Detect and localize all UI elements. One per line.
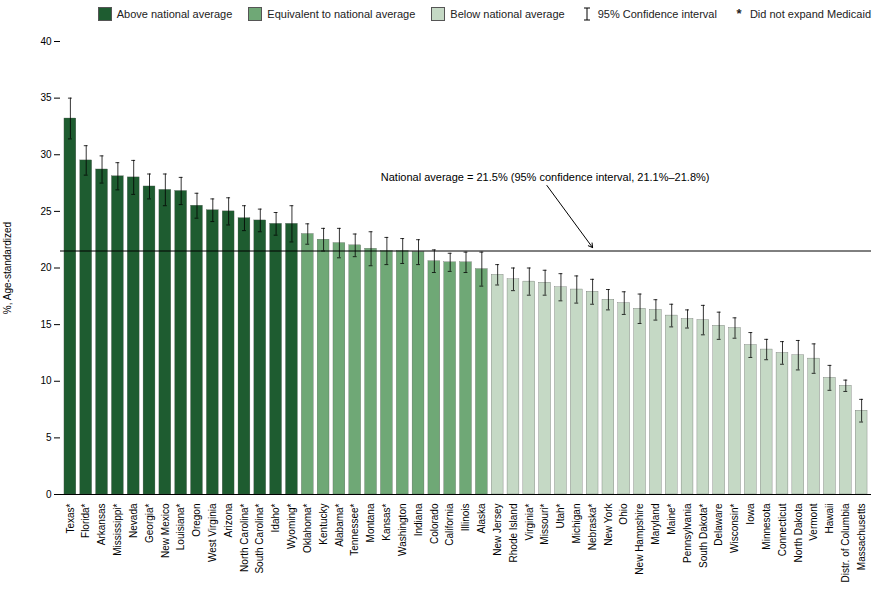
svg-text:New Jersey: New Jersey — [492, 504, 503, 556]
svg-text:Georgia*: Georgia* — [144, 503, 155, 543]
svg-text:North Carolina*: North Carolina* — [239, 503, 250, 571]
svg-text:Washington: Washington — [397, 504, 408, 556]
svg-text:Oregon: Oregon — [191, 504, 202, 537]
svg-text:0: 0 — [46, 489, 52, 500]
svg-text:Ohio: Ohio — [618, 503, 629, 525]
html-text:Below national average: Below national average — [450, 7, 565, 20]
svg-text:Arizona: Arizona — [223, 503, 234, 537]
svg-text:Texas*: Texas* — [65, 503, 76, 533]
svg-text:Montana: Montana — [365, 503, 376, 542]
svg-text:Indiana: Indiana — [413, 503, 424, 536]
svg-text:Louisiana*: Louisiana* — [175, 503, 186, 550]
svg-text:Illinois: Illinois — [460, 504, 471, 532]
svg-text:Alaska: Alaska — [476, 503, 487, 533]
svg-text:Wisconsin*: Wisconsin* — [729, 503, 740, 553]
svg-text:Distr. of Columbia: Distr. of Columbia — [840, 503, 851, 582]
svg-text:Florida*: Florida* — [80, 503, 91, 538]
svg-text:Massachusetts: Massachusetts — [856, 504, 867, 571]
svg-text:Connecticut: Connecticut — [777, 503, 788, 556]
svg-text:Iowa: Iowa — [745, 503, 756, 525]
html-text:95% Confidence interval: 95% Confidence interval — [597, 7, 717, 20]
svg-text:Delaware: Delaware — [713, 503, 724, 546]
svg-text:15: 15 — [40, 319, 52, 330]
svg-text:20: 20 — [40, 262, 52, 273]
svg-text:Wyoming*: Wyoming* — [286, 503, 297, 549]
svg-text:25: 25 — [40, 206, 52, 217]
svg-text:Idaho*: Idaho* — [270, 503, 281, 532]
svg-text:Hawaii: Hawaii — [824, 504, 835, 534]
svg-text:New Hampshire: New Hampshire — [634, 503, 645, 575]
svg-text:Tennessee*: Tennessee* — [349, 503, 360, 555]
svg-text:Arkansas: Arkansas — [96, 504, 107, 546]
svg-text:California: California — [444, 503, 455, 546]
svg-text:Missouri*: Missouri* — [539, 503, 550, 544]
svg-text:Kentucky: Kentucky — [318, 504, 329, 545]
svg-text:South Carolina*: South Carolina* — [254, 503, 265, 573]
svg-text:Pennsylvania: Pennsylvania — [682, 503, 693, 563]
svg-text:North Dakota: North Dakota — [793, 503, 804, 562]
svg-text:West Virginia: West Virginia — [207, 503, 218, 562]
svg-text:Virginia*: Virginia* — [523, 503, 534, 540]
svg-text:30: 30 — [40, 149, 52, 160]
svg-text:New Mexico: New Mexico — [160, 503, 171, 558]
html-text:Above national average: Above national average — [116, 7, 233, 20]
svg-text:Kansas*: Kansas* — [381, 503, 392, 540]
svg-text:New York: New York — [603, 503, 614, 546]
svg-text:Vermont: Vermont — [808, 503, 819, 540]
svg-text:Oklahoma*: Oklahoma* — [302, 503, 313, 553]
svg-text:Maine*: Maine* — [666, 503, 677, 534]
svg-text:Michigan: Michigan — [571, 504, 582, 544]
svg-text:Alabama*: Alabama* — [334, 503, 345, 546]
svg-text:Minnesota: Minnesota — [761, 503, 772, 550]
svg-text:5: 5 — [46, 432, 52, 443]
svg-text:Rhode Island: Rhode Island — [508, 504, 519, 563]
svg-text:Colorado: Colorado — [429, 503, 440, 544]
svg-text:35: 35 — [40, 92, 52, 103]
html-text:Did not expand Medicaid: Did not expand Medicaid — [749, 7, 871, 20]
svg-text:%, Age-standardized: %, Age-standardized — [2, 222, 13, 314]
svg-text:Nevada: Nevada — [128, 503, 139, 538]
svg-text:National average = 21.5% (95%: National average = 21.5% (95% confidence… — [381, 171, 710, 183]
html-text:Equivalent to national average: Equivalent to national average — [267, 7, 416, 20]
svg-text:Utah*: Utah* — [555, 503, 566, 528]
svg-text:10: 10 — [40, 375, 52, 386]
svg-text:40: 40 — [40, 36, 52, 47]
svg-text:Nebraska*: Nebraska* — [587, 503, 598, 550]
svg-text:South Dakota*: South Dakota* — [698, 503, 709, 568]
svg-text:Mississippi*: Mississippi* — [112, 503, 123, 555]
svg-text:Maryland: Maryland — [650, 504, 661, 545]
